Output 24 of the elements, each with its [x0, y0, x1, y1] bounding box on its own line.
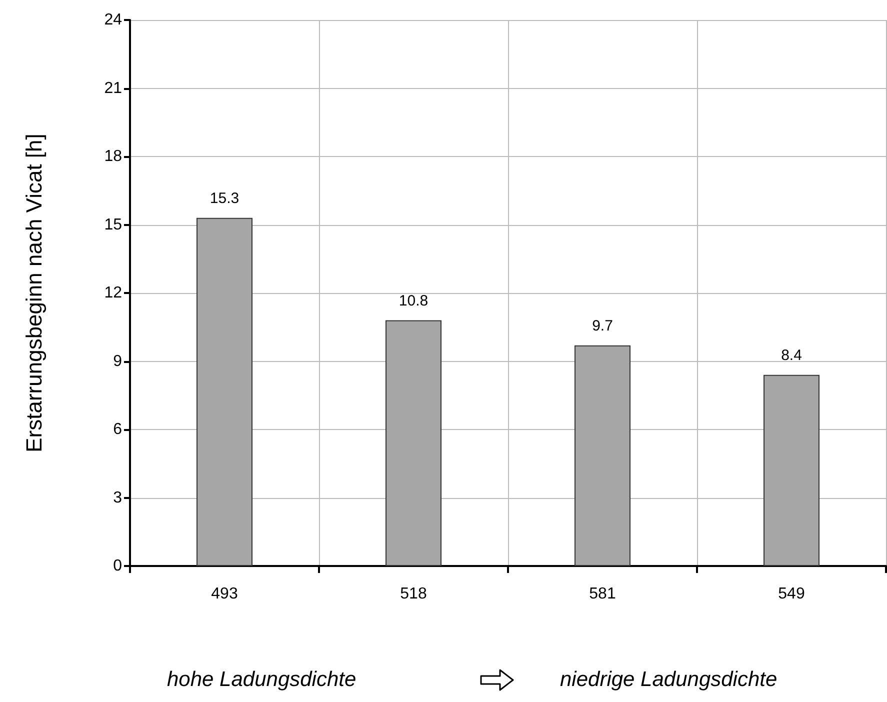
y-tick-label: 6 — [113, 421, 122, 438]
y-tick-label: 15 — [104, 216, 122, 234]
data-label: 8.4 — [781, 346, 802, 364]
x-tick-label: 493 — [211, 586, 238, 602]
bar — [574, 345, 630, 566]
text: hohe Ladungsdichte — [167, 668, 356, 692]
x-tick-label: 549 — [778, 586, 805, 602]
y-tick-label: 12 — [104, 284, 122, 302]
bar — [764, 374, 820, 566]
y-axis-title: Erstarrungsbeginn nach Vicat [h] — [22, 134, 46, 452]
text: niedrige Ladungsdichte — [560, 668, 778, 692]
bar — [196, 218, 252, 566]
y-tick-label: 9 — [113, 352, 122, 370]
x-tick-label: 518 — [400, 586, 427, 602]
y-tick-label: 3 — [113, 489, 122, 506]
data-label: 10.8 — [398, 292, 428, 310]
y-tick-label: 0 — [113, 558, 122, 574]
y-tick-label: 21 — [104, 80, 122, 97]
data-label: 9.7 — [592, 317, 613, 334]
data-label: 15.3 — [210, 190, 240, 207]
y-tick-label: 24 — [104, 12, 122, 28]
bar — [386, 320, 442, 566]
y-tick-label: 18 — [104, 148, 122, 165]
x-tick-label: 581 — [589, 586, 616, 602]
